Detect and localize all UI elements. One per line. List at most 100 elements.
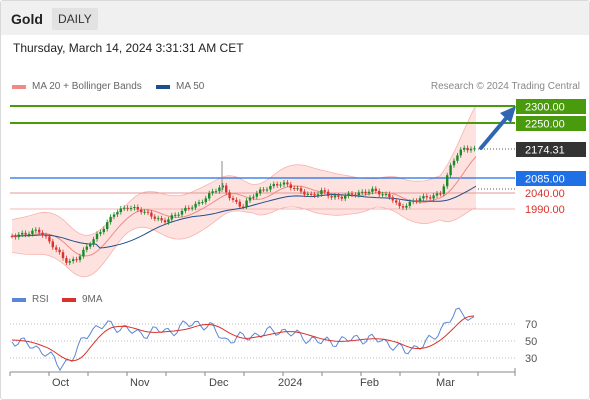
candle-body — [272, 184, 275, 187]
candle-body — [337, 195, 340, 197]
candle-body — [225, 185, 228, 193]
rsi-tick-70: 70 — [525, 319, 537, 331]
forecast-arrow-shaft — [479, 114, 510, 150]
candle-body — [157, 218, 160, 220]
candle-body — [299, 188, 303, 192]
x-label-nov: Nov — [130, 377, 150, 389]
price-tag-2085-bg — [516, 171, 586, 186]
candle-body — [194, 203, 197, 208]
candle-body — [306, 193, 309, 195]
bollinger-band-area — [12, 105, 476, 277]
price-tag-last-label: 2174.31 — [525, 145, 565, 157]
x-label-feb: Feb — [360, 377, 379, 389]
rsi-tick-50: 50 — [525, 336, 537, 348]
candle-body — [44, 235, 48, 237]
candle-body — [401, 206, 405, 208]
candle-body — [381, 194, 384, 196]
candle-body — [242, 206, 245, 208]
research-credit: Research © 2024 Trading Central — [430, 81, 580, 92]
price-tag-2085-label: 2085.00 — [525, 174, 565, 186]
timestamp: Thursday, March 14, 2024 3:31:31 AM CET — [13, 41, 244, 55]
price-tag-2250-label: 2250.00 — [525, 119, 565, 131]
candle-body — [201, 202, 204, 204]
candle-body — [112, 214, 116, 217]
price-tag-2300-bg — [516, 99, 586, 114]
candle-body — [245, 200, 248, 207]
candle-body — [106, 222, 109, 229]
candle-body — [109, 216, 112, 223]
candle-body — [228, 192, 231, 199]
candle-body — [238, 201, 241, 207]
candle-body — [231, 198, 235, 200]
candle-body — [388, 194, 391, 198]
candle-body — [252, 196, 255, 198]
candle-body — [357, 192, 360, 196]
candle-body — [466, 147, 469, 151]
candle-body — [221, 185, 224, 188]
candle-body — [214, 191, 218, 193]
candle-body — [140, 209, 143, 213]
candle-body — [262, 189, 265, 191]
candle-body — [429, 197, 432, 199]
candle-body — [167, 219, 170, 223]
candle-body — [333, 195, 337, 198]
bollinger-lower-line — [11, 206, 477, 278]
candle-body — [323, 190, 326, 192]
legend-ma50-label: MA 50 — [176, 81, 205, 92]
rsi-tick-30: 30 — [525, 353, 537, 365]
candle-body — [412, 200, 415, 202]
candle-body — [442, 186, 445, 194]
candle-body — [31, 230, 34, 234]
candle-body — [38, 229, 41, 233]
candle-body — [14, 236, 17, 238]
candle-body — [170, 215, 173, 220]
candle-body — [143, 211, 146, 213]
rsi-9ma-line — [11, 315, 475, 362]
ma9-swatch-icon — [62, 297, 76, 302]
candle-body — [269, 186, 272, 190]
candle-body — [255, 193, 258, 197]
candle-body — [153, 216, 156, 219]
candle-body — [177, 214, 180, 216]
candle-body — [398, 202, 401, 207]
candle-body — [184, 207, 187, 211]
candle-body — [82, 249, 85, 257]
candle-body — [371, 188, 374, 192]
timeframe-badge[interactable]: DAILY — [52, 8, 98, 30]
candle-body — [374, 188, 377, 191]
candle-body — [180, 210, 184, 215]
candle-body — [136, 207, 139, 210]
candle-body — [384, 194, 388, 195]
candle-body — [452, 160, 456, 166]
candle-body — [89, 244, 92, 247]
candle-body — [286, 182, 289, 185]
candle-body — [51, 241, 54, 248]
candle-body — [378, 191, 381, 195]
candle-body — [10, 236, 14, 237]
x-label-2024: 2024 — [278, 377, 302, 389]
price-tag-2250-bg — [516, 116, 586, 131]
price-label-2040: 2040.00 — [525, 188, 565, 200]
legend-9ma-label: 9MA — [82, 294, 103, 305]
price-tag-last-bg — [516, 142, 586, 157]
candle-body — [78, 256, 82, 260]
candle-body — [432, 195, 435, 199]
candle-body — [174, 214, 177, 216]
candle-body — [282, 182, 286, 185]
price-tag-last: 2174.31 — [516, 142, 586, 157]
candle-body — [279, 184, 282, 186]
candle-body — [354, 194, 357, 196]
candle-body — [129, 208, 133, 210]
candle-body — [303, 191, 306, 195]
legend-rsi-label: RSI — [32, 294, 49, 305]
candle-body — [449, 165, 452, 176]
rsi-swatch-icon — [12, 297, 26, 302]
candle-body — [473, 148, 476, 150]
candle-body — [350, 193, 354, 195]
legend-ma50: MA 50 — [156, 81, 204, 92]
x-label-oct: Oct — [52, 377, 69, 389]
candle-body — [116, 212, 119, 215]
candle-body — [146, 211, 150, 213]
forecast-arrow-icon — [500, 106, 516, 123]
